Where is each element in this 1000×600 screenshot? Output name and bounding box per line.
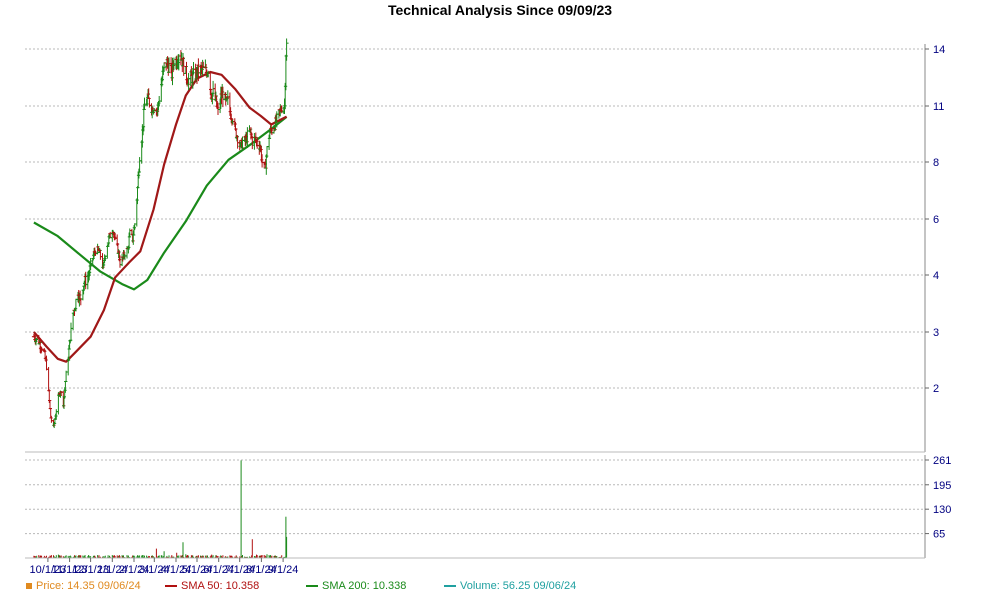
price-tick-label: 3 — [933, 327, 939, 339]
price-bar — [284, 38, 289, 61]
sma200-line — [33, 116, 288, 291]
x-tick-label: 7/1/24 — [224, 564, 255, 576]
x-tick-label: 3/1/24 — [139, 564, 170, 576]
x-tick-label: 12/1/23 — [72, 564, 109, 576]
plot-background — [25, 44, 925, 558]
x-tick-label: 9/1/24 — [268, 564, 299, 576]
legend-volume: Volume: 56.25 09/06/24 — [444, 580, 576, 592]
axes: 2 3 4 6 8 11 14 65 130 195 261 10/1/2311/1/2312/1/2… — [25, 44, 951, 576]
volume-panel — [25, 455, 925, 558]
legend-sma50-swatch — [165, 585, 177, 588]
gridlines — [25, 48, 925, 535]
price-tick-label: 11 — [933, 101, 944, 113]
x-tick-label: 1/1/24 — [97, 564, 128, 576]
volume-tick-label: 195 — [933, 480, 951, 492]
price-tick-label: 14 — [933, 44, 945, 56]
price-tick-label: 2 — [933, 383, 939, 395]
legend-volume-text: Volume: 56.25 09/06/24 — [460, 580, 577, 592]
x-tick-label: 8/1/24 — [246, 564, 277, 576]
x-tick-label: 6/1/24 — [203, 564, 234, 576]
x-tick-label: 11/1/23 — [52, 564, 88, 576]
legend-sma50: SMA 50: 10.358 — [165, 580, 259, 592]
price-tick-label: 6 — [933, 214, 939, 226]
x-tick-label: 2/1/24 — [119, 564, 150, 576]
volume-tick-label: 130 — [933, 504, 951, 516]
legend-price-text: Price: 14.35 09/06/24 — [36, 580, 141, 592]
legend-volume-swatch — [444, 585, 456, 588]
volume-tick-label: 65 — [933, 529, 945, 541]
price-panel — [25, 44, 925, 452]
legend-price: Price: 14.35 09/06/24 — [26, 580, 141, 592]
price-tick-label: 8 — [933, 157, 939, 169]
sma50-line — [33, 70, 288, 363]
legend-sma50-text: SMA 50: 10.358 — [181, 580, 260, 592]
price-tick-label: 4 — [933, 270, 939, 282]
sma200-layer — [33, 116, 288, 291]
x-tick-label: 10/1/23 — [30, 564, 67, 576]
legend-sma200-text: SMA 200: 10.338 — [322, 580, 407, 592]
x-tick-label: 5/1/24 — [182, 564, 213, 576]
legend-price-swatch — [26, 583, 32, 590]
price-bars — [31, 38, 289, 429]
volume-tick-label: 261 — [933, 455, 951, 467]
chart-title: Technical Analysis Since 09/09/23 — [387, 2, 613, 18]
x-tick-label: 4/1/24 — [161, 564, 192, 576]
legend-sma200: SMA 200: 10.338 — [306, 580, 406, 592]
sma50-layer — [33, 70, 288, 363]
legend-sma200-swatch — [306, 585, 318, 588]
